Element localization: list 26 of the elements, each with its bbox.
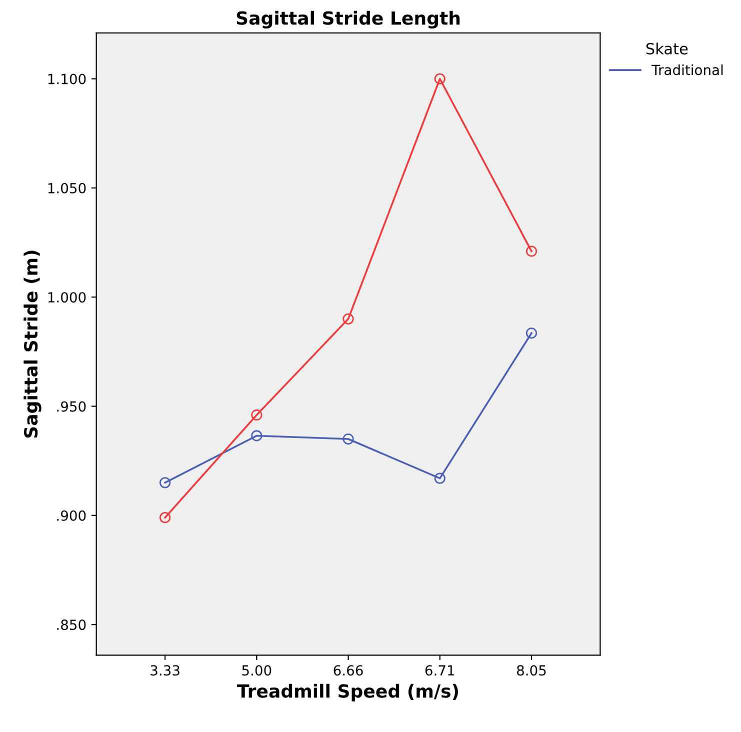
- x-tick-label: 5.00: [242, 665, 272, 676]
- y-tick-label: 1.100: [48, 74, 86, 84]
- x-tick-label: 3.33: [150, 665, 180, 676]
- point: [251, 409, 262, 421]
- point: [159, 512, 171, 524]
- chart-title: Sagittal Stride Length: [236, 10, 460, 29]
- point: [526, 246, 538, 257]
- y-tick-label: .950: [57, 401, 86, 412]
- point: [251, 430, 262, 442]
- y-axis-title: Sagittal Stride (m): [24, 250, 42, 438]
- point: [342, 433, 354, 445]
- x-tick-label: 6.66: [334, 665, 363, 676]
- x-tick-label: 8.05: [516, 665, 546, 676]
- x-axis-title: Treadmill Speed (m/s): [237, 684, 458, 702]
- point: [434, 472, 446, 484]
- point: [526, 328, 538, 339]
- y-tick-label: 1.000: [48, 292, 86, 303]
- y-tick-label: .900: [57, 510, 86, 521]
- point: [434, 73, 446, 84]
- x-tick-label: 6.71: [425, 665, 454, 676]
- legend-label: Traditional: [652, 64, 723, 76]
- legend-title: Skate: [646, 42, 688, 54]
- y-tick-label: 1.050: [48, 182, 86, 194]
- point: [342, 313, 354, 324]
- point: [159, 477, 171, 488]
- y-tick-label: .850: [57, 620, 86, 630]
